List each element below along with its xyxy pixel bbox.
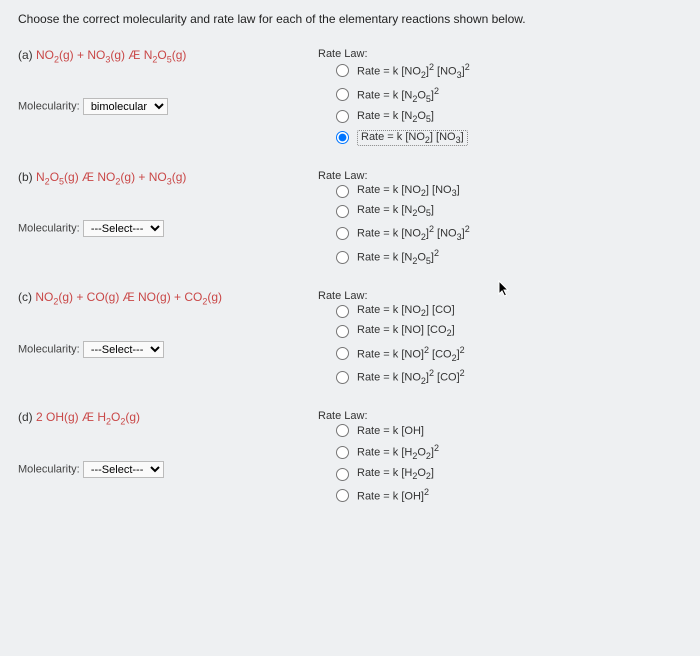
part-d-radio-3[interactable] <box>336 489 349 502</box>
part-a: (a) NO2(g) + NO3(g) Æ N2O5(g) Moleculari… <box>18 48 682 152</box>
part-a-option-text-0: Rate = k [NO2]2 [NO3]2 <box>357 62 470 80</box>
part-d-molecularity-select[interactable]: ---Select--- <box>83 461 164 478</box>
part-a-label: (a) <box>18 48 36 62</box>
part-a-molecularity-select[interactable]: bimolecular <box>83 98 168 115</box>
part-d-molecularity-row: Molecularity: ---Select--- <box>18 461 318 478</box>
part-b-molecularity-select[interactable]: ---Select--- <box>83 220 164 237</box>
part-c-option-1[interactable]: Rate = k [NO] [CO2] <box>318 324 682 338</box>
part-c-option-text-0: Rate = k [NO2] [CO] <box>357 304 455 318</box>
part-a-option-0[interactable]: Rate = k [NO2]2 [NO3]2 <box>318 62 682 80</box>
part-d-label: (d) <box>18 410 36 424</box>
part-b-radio-0[interactable] <box>336 185 349 198</box>
part-b-option-3[interactable]: Rate = k [N2O5]2 <box>318 248 682 266</box>
part-c-radio-3[interactable] <box>336 371 349 384</box>
part-a-radio-1[interactable] <box>336 88 349 101</box>
part-b-label: (b) <box>18 170 36 184</box>
part-b-molecularity-row: Molecularity: ---Select--- <box>18 220 318 237</box>
part-c-option-0[interactable]: Rate = k [NO2] [CO] <box>318 304 682 318</box>
part-c-option-text-1: Rate = k [NO] [CO2] <box>357 324 455 338</box>
instruction-text: Choose the correct molecularity and rate… <box>18 12 682 26</box>
part-d-reaction-line: (d) 2 OH(g) Æ H2O2(g) <box>18 410 318 426</box>
part-a-option-3[interactable]: Rate = k [NO2] [NO3] <box>318 130 682 146</box>
part-b-right: Rate Law: Rate = k [NO2] [NO3] Rate = k … <box>318 170 682 272</box>
part-b-reaction: N2O5(g) Æ NO2(g) + NO3(g) <box>36 170 186 184</box>
part-b-option-0[interactable]: Rate = k [NO2] [NO3] <box>318 184 682 198</box>
molecularity-label: Molecularity: <box>18 223 80 235</box>
molecularity-label: Molecularity: <box>18 343 80 355</box>
part-d-option-text-2: Rate = k [H2O2] <box>357 467 434 481</box>
part-d-option-1[interactable]: Rate = k [H2O2]2 <box>318 443 682 461</box>
part-c-right: Rate Law: Rate = k [NO2] [CO] Rate = k [… <box>318 290 682 392</box>
part-c-option-text-2: Rate = k [NO]2 [CO2]2 <box>357 345 465 363</box>
part-c-option-3[interactable]: Rate = k [NO2]2 [CO]2 <box>318 368 682 386</box>
part-b-option-text-2: Rate = k [NO2]2 [NO3]2 <box>357 224 470 242</box>
part-b-option-text-3: Rate = k [N2O5]2 <box>357 248 439 266</box>
part-d-radio-2[interactable] <box>336 468 349 481</box>
part-a-radio-0[interactable] <box>336 64 349 77</box>
part-d-reaction: 2 OH(g) Æ H2O2(g) <box>36 410 140 424</box>
part-c-reaction: NO2(g) + CO(g) Æ NO(g) + CO2(g) <box>35 290 222 304</box>
part-c-reaction-line: (c) NO2(g) + CO(g) Æ NO(g) + CO2(g) <box>18 290 318 306</box>
part-b-option-1[interactable]: Rate = k [N2O5] <box>318 204 682 218</box>
part-c-label: (c) <box>18 290 35 304</box>
part-a-left: (a) NO2(g) + NO3(g) Æ N2O5(g) Moleculari… <box>18 48 318 115</box>
part-d-right: Rate Law: Rate = k [OH] Rate = k [H2O2]2… <box>318 410 682 509</box>
part-a-reaction: NO2(g) + NO3(g) Æ N2O5(g) <box>36 48 186 62</box>
part-c-left: (c) NO2(g) + CO(g) Æ NO(g) + CO2(g) Mole… <box>18 290 318 357</box>
part-b-option-2[interactable]: Rate = k [NO2]2 [NO3]2 <box>318 224 682 242</box>
part-a-option-2[interactable]: Rate = k [N2O5] <box>318 110 682 124</box>
part-d-option-2[interactable]: Rate = k [H2O2] <box>318 467 682 481</box>
part-c-option-text-3: Rate = k [NO2]2 [CO]2 <box>357 368 465 386</box>
part-a-option-text-3: Rate = k [NO2] [NO3] <box>357 130 468 146</box>
part-d: (d) 2 OH(g) Æ H2O2(g) Molecularity: ---S… <box>18 410 682 509</box>
part-b-option-text-1: Rate = k [N2O5] <box>357 204 434 218</box>
part-b: (b) N2O5(g) Æ NO2(g) + NO3(g) Moleculari… <box>18 170 682 272</box>
part-a-molecularity-row: Molecularity: bimolecular <box>18 98 318 115</box>
part-b-left: (b) N2O5(g) Æ NO2(g) + NO3(g) Moleculari… <box>18 170 318 237</box>
part-c-molecularity-row: Molecularity: ---Select--- <box>18 341 318 358</box>
part-d-option-0[interactable]: Rate = k [OH] <box>318 424 682 437</box>
rate-law-label-b: Rate Law: <box>318 170 682 182</box>
part-a-option-1[interactable]: Rate = k [N2O5]2 <box>318 86 682 104</box>
part-c-radio-0[interactable] <box>336 305 349 318</box>
part-a-radio-3[interactable] <box>336 131 349 144</box>
rate-law-label-c: Rate Law: <box>318 290 682 302</box>
part-b-option-text-0: Rate = k [NO2] [NO3] <box>357 184 460 198</box>
part-c-molecularity-select[interactable]: ---Select--- <box>83 341 164 358</box>
part-d-left: (d) 2 OH(g) Æ H2O2(g) Molecularity: ---S… <box>18 410 318 477</box>
part-a-option-text-2: Rate = k [N2O5] <box>357 110 434 124</box>
part-a-reaction-line: (a) NO2(g) + NO3(g) Æ N2O5(g) <box>18 48 318 64</box>
part-c: (c) NO2(g) + CO(g) Æ NO(g) + CO2(g) Mole… <box>18 290 682 392</box>
molecularity-label: Molecularity: <box>18 463 80 475</box>
part-b-reaction-line: (b) N2O5(g) Æ NO2(g) + NO3(g) <box>18 170 318 186</box>
part-c-radio-2[interactable] <box>336 347 349 360</box>
part-d-option-3[interactable]: Rate = k [OH]2 <box>318 487 682 503</box>
part-d-radio-0[interactable] <box>336 424 349 437</box>
rate-law-label-a: Rate Law: <box>318 48 682 60</box>
part-b-radio-2[interactable] <box>336 227 349 240</box>
part-a-option-text-1: Rate = k [N2O5]2 <box>357 86 439 104</box>
part-b-radio-1[interactable] <box>336 205 349 218</box>
rate-law-label-d: Rate Law: <box>318 410 682 422</box>
part-d-option-text-0: Rate = k [OH] <box>357 425 424 437</box>
molecularity-label: Molecularity: <box>18 101 80 113</box>
part-d-option-text-3: Rate = k [OH]2 <box>357 487 429 503</box>
part-d-radio-1[interactable] <box>336 446 349 459</box>
part-d-option-text-1: Rate = k [H2O2]2 <box>357 443 439 461</box>
part-b-radio-3[interactable] <box>336 251 349 264</box>
part-c-radio-1[interactable] <box>336 325 349 338</box>
part-c-option-2[interactable]: Rate = k [NO]2 [CO2]2 <box>318 345 682 363</box>
part-a-right: Rate Law: Rate = k [NO2]2 [NO3]2 Rate = … <box>318 48 682 152</box>
part-a-radio-2[interactable] <box>336 110 349 123</box>
